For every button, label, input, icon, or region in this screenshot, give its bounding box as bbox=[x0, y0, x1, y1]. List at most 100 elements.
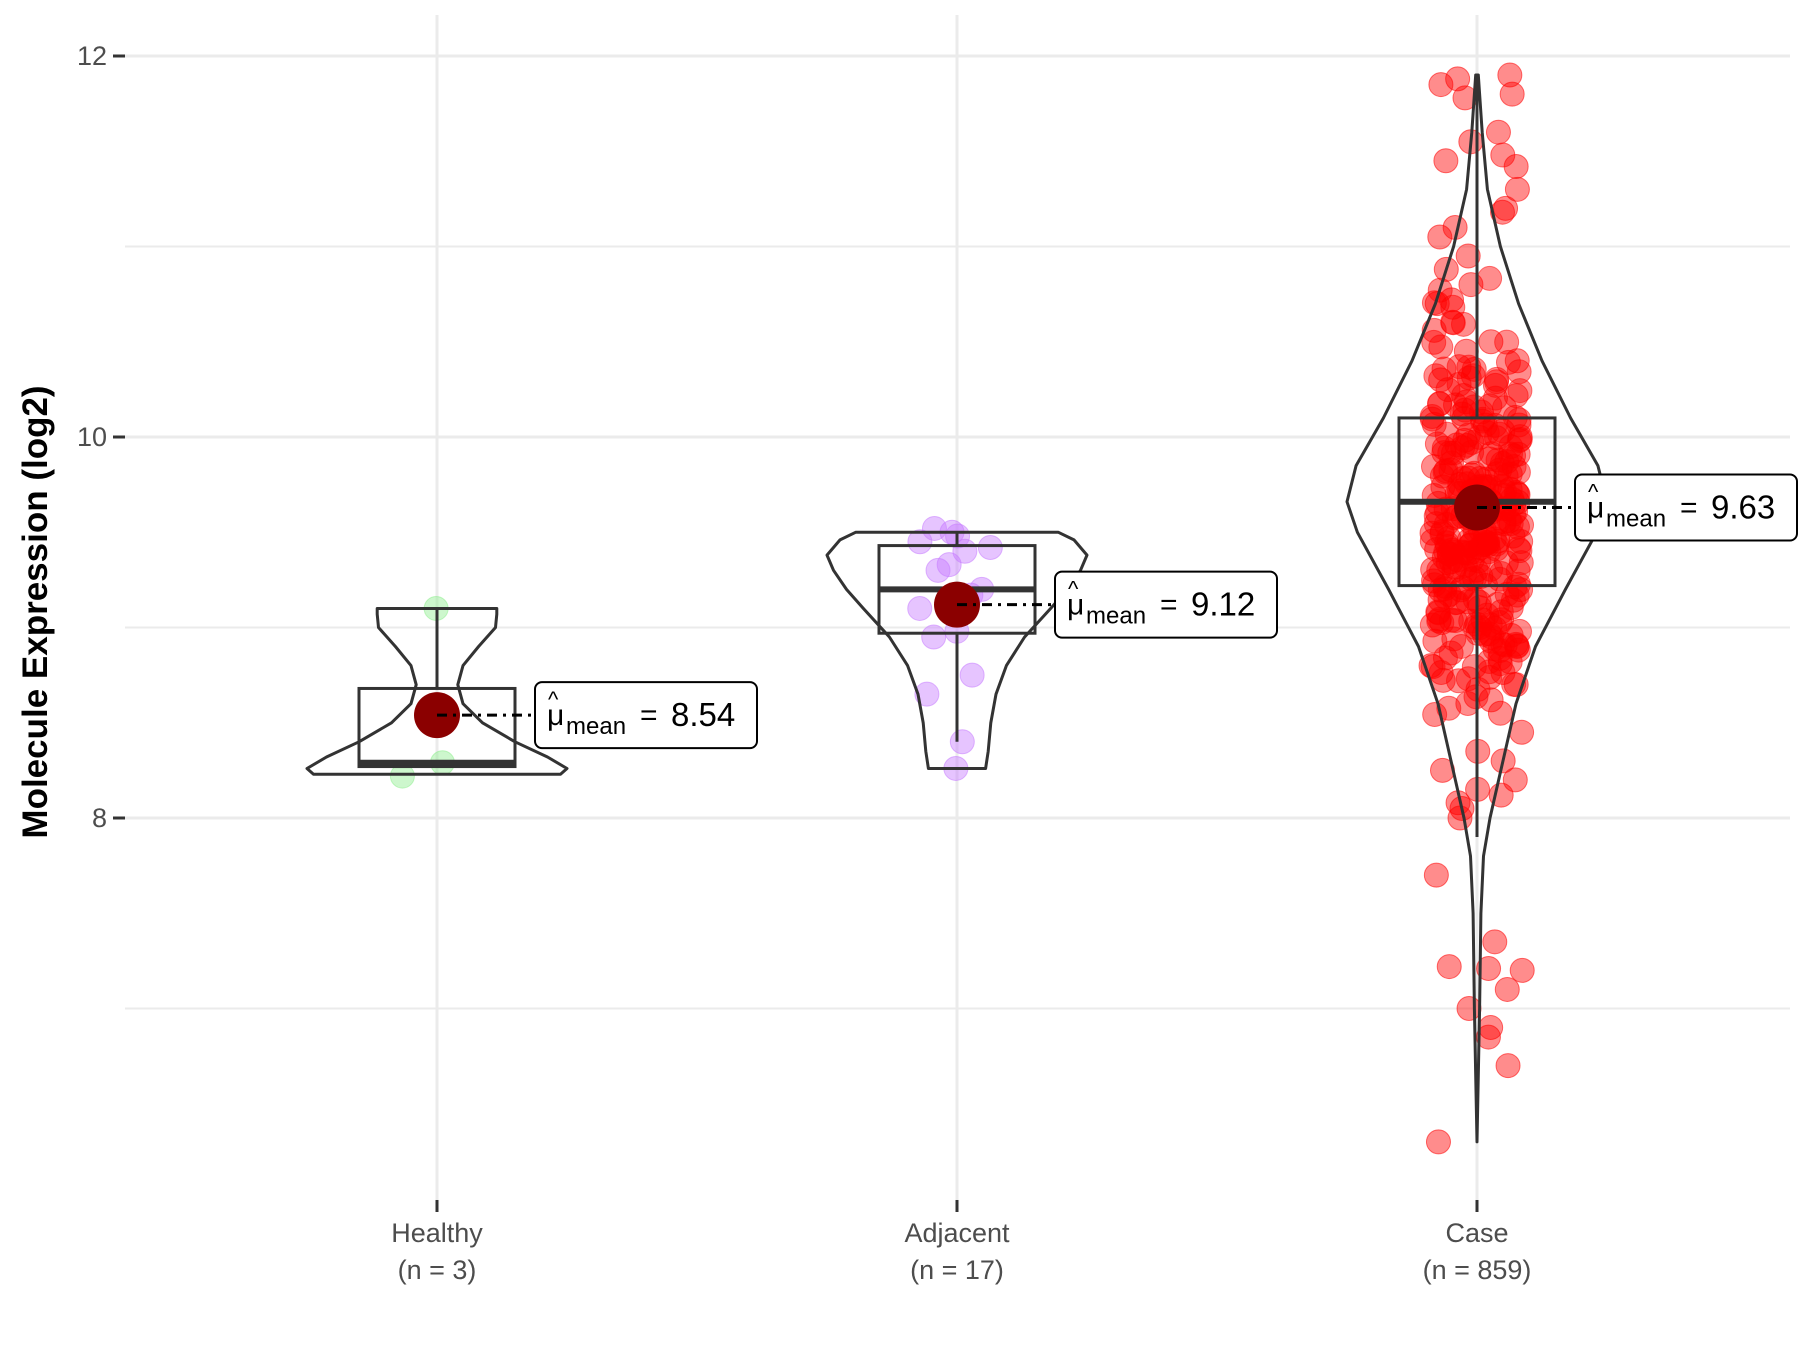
mean-symbol: μ bbox=[1587, 491, 1604, 524]
mean-symbol: μ bbox=[547, 699, 564, 732]
data-point bbox=[1423, 511, 1449, 537]
mean-equals: = bbox=[1160, 589, 1178, 622]
mean-value: 9.63 bbox=[1711, 488, 1775, 525]
data-point bbox=[1497, 476, 1523, 502]
mean-symbol: μ bbox=[1067, 589, 1084, 622]
data-point bbox=[936, 552, 962, 578]
data-point bbox=[1424, 431, 1450, 457]
data-point bbox=[1493, 195, 1519, 221]
data-point bbox=[1498, 434, 1524, 460]
data-point bbox=[1477, 446, 1503, 472]
data-point bbox=[1420, 454, 1446, 480]
data-point bbox=[1428, 72, 1454, 98]
mean-subscript: mean bbox=[566, 713, 626, 740]
data-point bbox=[1436, 695, 1462, 721]
data-points bbox=[1418, 62, 1535, 1155]
data-point bbox=[1462, 586, 1488, 612]
data-point bbox=[1504, 348, 1530, 374]
mean-subscript: mean bbox=[1086, 603, 1146, 630]
data-point bbox=[1433, 148, 1459, 174]
mean-value: 9.12 bbox=[1191, 586, 1255, 623]
x-tick-label: Healthy bbox=[391, 1218, 483, 1248]
data-point bbox=[1458, 272, 1484, 298]
data-point bbox=[921, 624, 947, 650]
data-point bbox=[907, 595, 933, 621]
data-point bbox=[1431, 356, 1457, 382]
data-point bbox=[1489, 199, 1515, 225]
mean-label-box bbox=[1574, 473, 1798, 542]
data-point bbox=[1428, 367, 1454, 393]
data-point bbox=[1426, 557, 1452, 583]
data-point bbox=[1466, 548, 1492, 574]
data-point bbox=[1461, 565, 1487, 591]
data-point bbox=[1478, 329, 1504, 355]
data-point bbox=[1444, 589, 1470, 615]
data-point bbox=[1418, 653, 1444, 679]
data-point bbox=[1428, 334, 1454, 360]
data-point bbox=[1482, 636, 1508, 662]
violin-outline bbox=[1345, 73, 1609, 1144]
data-point bbox=[1468, 399, 1494, 425]
box bbox=[357, 686, 517, 769]
data-point bbox=[1509, 957, 1535, 983]
mean-label-box bbox=[1054, 570, 1278, 639]
mean-value: 8.54 bbox=[671, 696, 735, 733]
data-point bbox=[1503, 153, 1529, 179]
data-point bbox=[1436, 582, 1462, 608]
data-point bbox=[1507, 378, 1533, 404]
violin-group-healthy: μ^ mean = 8.54 bbox=[305, 595, 758, 789]
data-point bbox=[977, 534, 1003, 560]
data-points bbox=[907, 515, 1003, 781]
data-point bbox=[914, 681, 940, 707]
data-point bbox=[1485, 119, 1511, 145]
data-point bbox=[1494, 581, 1520, 607]
data-point bbox=[1453, 338, 1479, 364]
mean-hat: ^ bbox=[1068, 577, 1079, 602]
violin-group-adjacent: μ^ mean = 9.12 bbox=[825, 515, 1278, 781]
data-point bbox=[1450, 539, 1476, 565]
data-point bbox=[1503, 672, 1529, 698]
mean-subscript: mean bbox=[1606, 505, 1666, 532]
data-point bbox=[1461, 654, 1487, 680]
data-point bbox=[1504, 634, 1530, 660]
data-point bbox=[1487, 457, 1513, 483]
data-point bbox=[1467, 615, 1493, 640]
data-point bbox=[1426, 608, 1452, 634]
data-point bbox=[1487, 700, 1513, 726]
data-point bbox=[1494, 976, 1520, 1002]
data-point bbox=[1447, 805, 1473, 831]
data-point bbox=[1423, 862, 1449, 888]
mean-hat: ^ bbox=[548, 687, 559, 712]
y-tick-label: 10 bbox=[77, 422, 107, 452]
mean-hat: ^ bbox=[1588, 479, 1599, 504]
data-point bbox=[1497, 62, 1523, 88]
data-point bbox=[1436, 954, 1462, 980]
data-point bbox=[1424, 291, 1450, 317]
x-tick-sublabel: (n = 17) bbox=[910, 1255, 1004, 1285]
data-point bbox=[1507, 618, 1533, 644]
data-point bbox=[1499, 81, 1525, 107]
data-point bbox=[1506, 359, 1532, 385]
data-point bbox=[1504, 176, 1530, 202]
data-point bbox=[1498, 511, 1524, 537]
data-point bbox=[1456, 354, 1482, 380]
x-tick-label: Case bbox=[1445, 1218, 1508, 1248]
data-point bbox=[1425, 1129, 1451, 1155]
data-point bbox=[1509, 719, 1535, 745]
data-point bbox=[1501, 454, 1527, 480]
data-point bbox=[1449, 401, 1475, 427]
x-tick-label: Adjacent bbox=[904, 1218, 1010, 1248]
data-point bbox=[1476, 539, 1502, 565]
data-point bbox=[1506, 536, 1532, 562]
mean-label-box bbox=[534, 681, 758, 750]
data-point bbox=[1466, 589, 1492, 615]
x-tick-sublabel: (n = 859) bbox=[1423, 1255, 1532, 1285]
data-point bbox=[1482, 929, 1508, 955]
data-point bbox=[959, 662, 985, 688]
data-point bbox=[925, 557, 951, 583]
data-point bbox=[1434, 530, 1460, 556]
data-point bbox=[1445, 66, 1471, 92]
data-point bbox=[1440, 310, 1466, 336]
axes: 8 10 12 Healthy (n = 3) Adjacent (n = 17) Case (… bbox=[77, 41, 1531, 1285]
